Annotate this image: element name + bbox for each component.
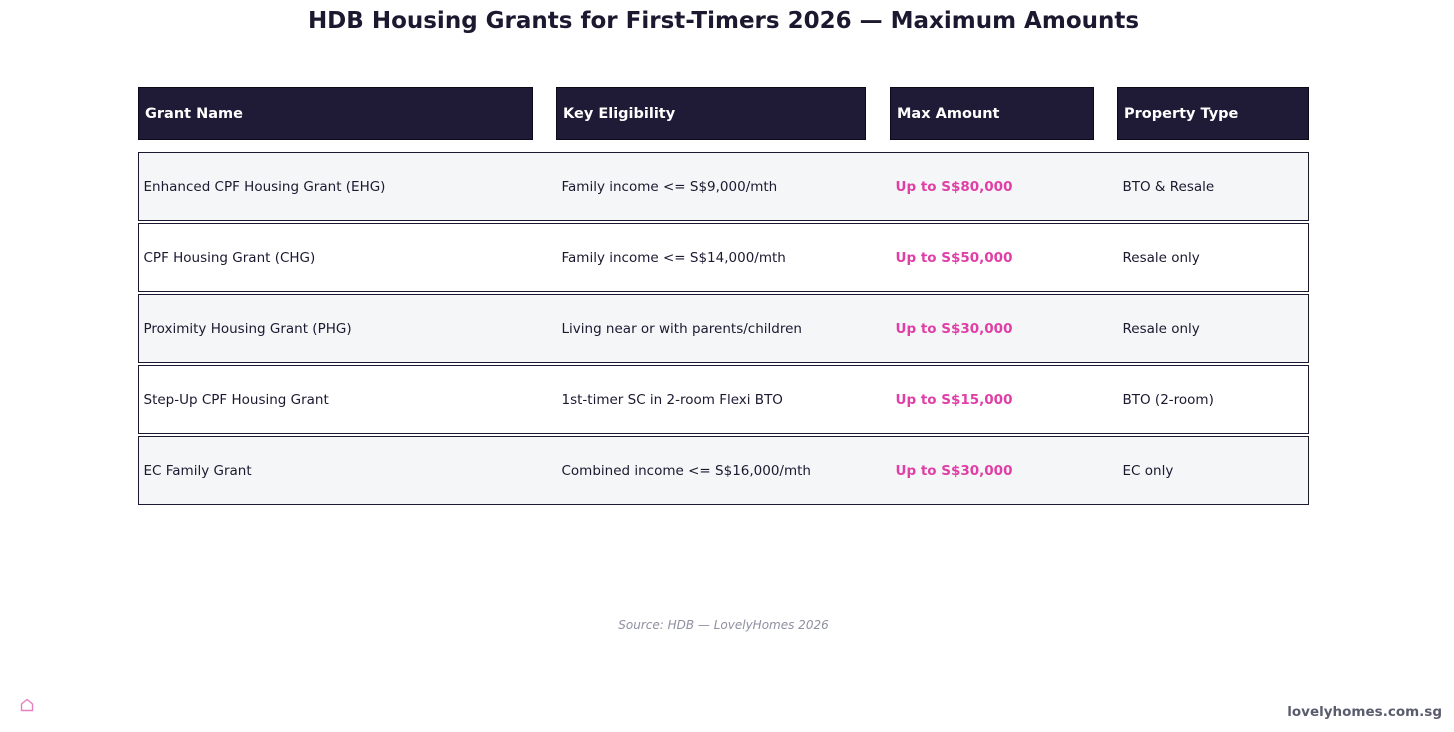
cell-property-type: BTO (2-room)	[1122, 391, 1214, 408]
cell-key-eligibility: Living near or with parents/children	[561, 320, 802, 337]
table-row: CPF Housing Grant (CHG) Family income <= …	[138, 223, 1309, 292]
column-header-max-amount: Max Amount	[890, 87, 1094, 140]
cell-grant-name: Proximity Housing Grant (PHG)	[143, 320, 352, 337]
cell-max-amount: Up to S$50,000	[895, 249, 1013, 266]
cell-key-eligibility: Family income <= S$9,000/mth	[561, 178, 778, 195]
cell-key-eligibility: Family income <= S$14,000/mth	[561, 249, 786, 266]
column-header-grant-name: Grant Name	[138, 87, 533, 140]
house-icon	[20, 698, 34, 712]
cell-property-type: Resale only	[1122, 320, 1200, 337]
cell-grant-name: Step-Up CPF Housing Grant	[143, 391, 329, 408]
cell-grant-name: EC Family Grant	[143, 462, 252, 479]
cell-property-type: EC only	[1122, 462, 1174, 479]
table-row: EC Family Grant Combined income <= S$16,0…	[138, 436, 1309, 505]
column-header-property-type: Property Type	[1117, 87, 1309, 140]
table-row: Step-Up CPF Housing Grant 1st-timer SC in…	[138, 365, 1309, 434]
table-row: Proximity Housing Grant (PHG) Living near…	[138, 294, 1309, 363]
cell-grant-name: CPF Housing Grant (CHG)	[143, 249, 316, 266]
cell-max-amount: Up to S$15,000	[895, 391, 1013, 408]
cell-property-type: Resale only	[1122, 249, 1200, 266]
source-note: Source: HDB — LovelyHomes 2026	[618, 618, 829, 632]
cell-max-amount: Up to S$30,000	[895, 320, 1013, 337]
cell-key-eligibility: Combined income <= S$16,000/mth	[561, 462, 811, 479]
cell-max-amount: Up to S$30,000	[895, 462, 1013, 479]
cell-key-eligibility: 1st-timer SC in 2-room Flexi BTO	[561, 391, 783, 408]
table-row: Enhanced CPF Housing Grant (EHG) Family i…	[138, 152, 1309, 221]
page-title: HDB Housing Grants for First-Timers 2026…	[307, 8, 1140, 34]
site-url: lovelyhomes.com.sg	[1287, 704, 1442, 720]
cell-grant-name: Enhanced CPF Housing Grant (EHG)	[143, 178, 386, 195]
cell-property-type: BTO & Resale	[1122, 178, 1215, 195]
column-header-key-eligibility: Key Eligibility	[556, 87, 866, 140]
cell-max-amount: Up to S$80,000	[895, 178, 1013, 195]
